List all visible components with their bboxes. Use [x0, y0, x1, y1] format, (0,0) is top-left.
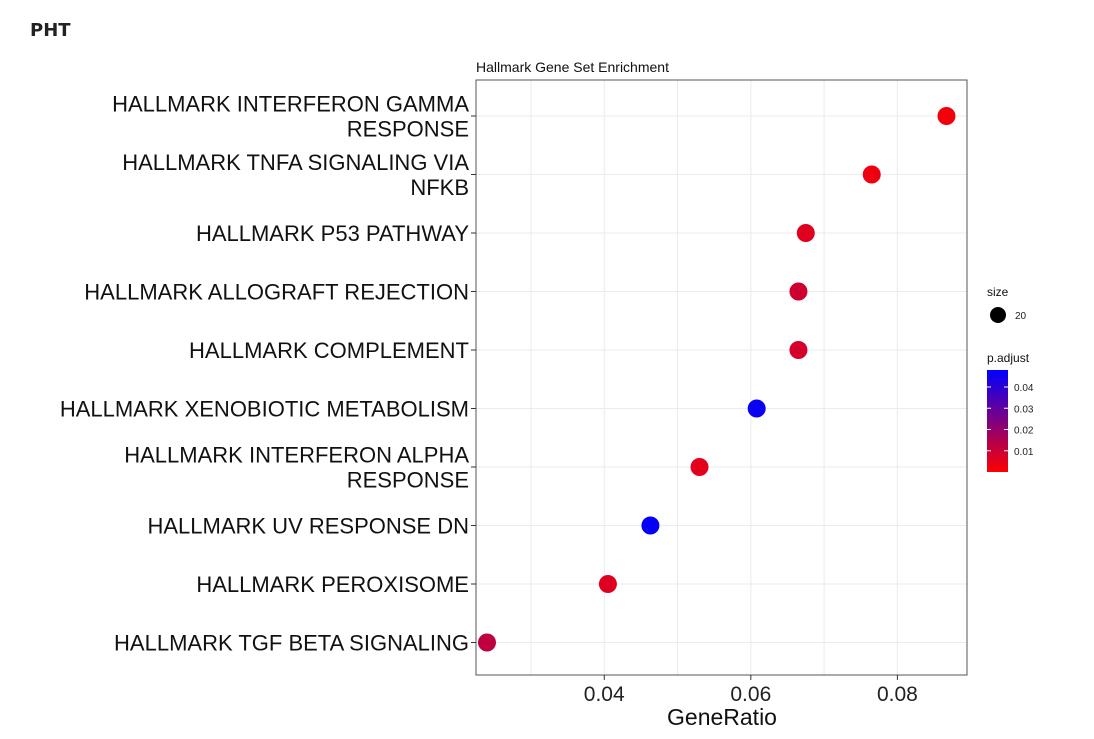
x-axis-title: GeneRatio	[667, 704, 777, 730]
data-point	[477, 633, 496, 652]
data-point	[937, 107, 956, 125]
data-point	[690, 458, 709, 476]
data-point	[747, 399, 766, 418]
category-label: NFKB	[410, 175, 469, 200]
data-point	[789, 282, 808, 301]
category-label: HALLMARK INTERFERON ALPHA	[124, 443, 469, 468]
data-point	[641, 516, 660, 535]
p-adjust-colorbar	[987, 370, 1008, 472]
grid-layer	[476, 80, 967, 675]
x-tick-label: 0.04	[584, 683, 625, 706]
x-tick-label: 0.08	[877, 683, 918, 706]
category-label: HALLMARK P53 PATHWAY	[196, 221, 469, 246]
size-legend-label: 20	[1015, 311, 1027, 322]
category-label: HALLMARK PEROXISOME	[196, 572, 469, 597]
y-tick-layer: HALLMARK INTERFERON GAMMARESPONSEHALLMAR…	[60, 92, 476, 656]
x-tick-layer: 0.04 0.06 0.08	[584, 675, 918, 706]
category-label: HALLMARK XENOBIOTIC METABOLISM	[60, 397, 469, 422]
legend-tick-label: 0.04	[1014, 383, 1034, 394]
p-adjust-legend-title: p.adjust	[987, 351, 1030, 365]
size-legend-key	[990, 307, 1006, 323]
plot-border	[475, 79, 968, 676]
category-label: RESPONSE	[347, 468, 469, 493]
category-label: HALLMARK ALLOGRAFT REJECTION	[84, 280, 469, 305]
legend-tick-label: 0.03	[1014, 404, 1034, 415]
page-label: PHT	[30, 20, 71, 41]
data-point	[598, 575, 617, 593]
chart-title: Hallmark Gene Set Enrichment	[476, 59, 669, 75]
size-legend-title: size	[987, 285, 1009, 299]
p-adjust-legend-ticks: 0.04 0.03 0.02 0.01	[987, 383, 1034, 458]
legend-tick-label: 0.01	[1014, 447, 1034, 458]
data-point	[796, 224, 815, 242]
data-point	[789, 341, 808, 359]
x-tick-label: 0.06	[730, 683, 771, 706]
data-point	[862, 165, 881, 184]
size-legend: size 20	[987, 285, 1027, 323]
category-label: HALLMARK INTERFERON GAMMA	[112, 92, 469, 117]
p-adjust-legend: p.adjust 0.04 0.03 0.02 0.01	[987, 351, 1034, 472]
category-label: HALLMARK TNFA SIGNALING VIA	[122, 150, 469, 175]
category-label: HALLMARK TGF BETA SIGNALING	[114, 631, 469, 656]
category-label: HALLMARK COMPLEMENT	[189, 338, 469, 363]
category-label: RESPONSE	[347, 117, 469, 142]
legend-tick-label: 0.02	[1014, 426, 1034, 437]
point-layer	[477, 107, 956, 652]
category-label: HALLMARK UV RESPONSE DN	[147, 514, 469, 539]
